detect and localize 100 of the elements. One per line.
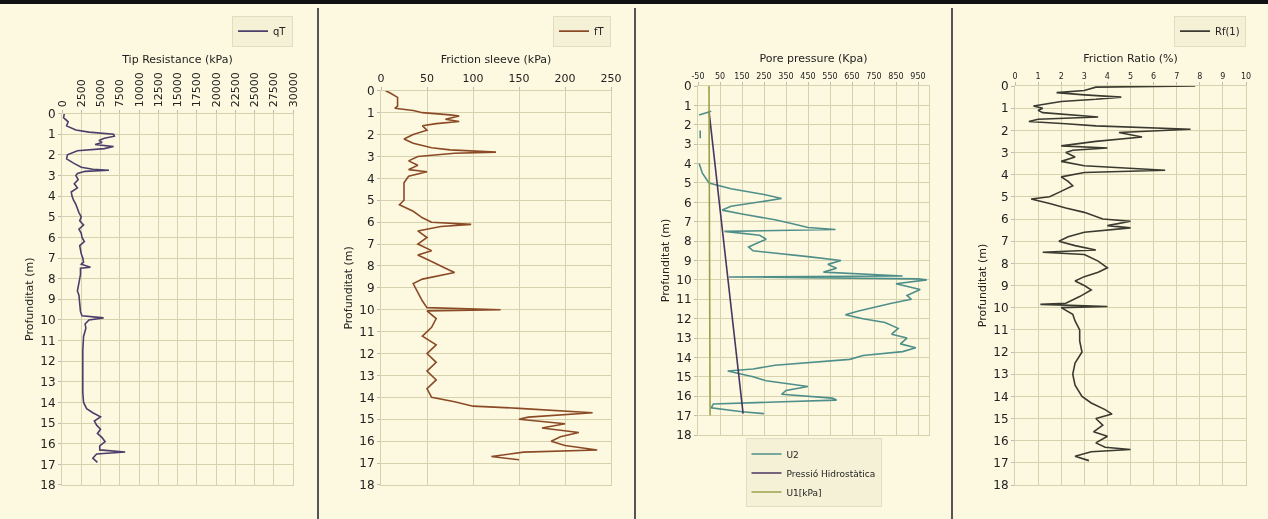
y-tick-label: 17 [993, 456, 1009, 471]
y-tick-label: 17 [40, 457, 56, 472]
y-tick-label: 9 [47, 292, 56, 307]
x-tick-label: 2 [1058, 71, 1064, 81]
y-tick-label: 6 [683, 195, 692, 210]
legend-label: U1[kPa] [786, 487, 822, 498]
x-tick-label: 150 [508, 72, 530, 86]
x-tick-label: 27500 [267, 72, 281, 108]
y-tick-label: 16 [993, 433, 1009, 448]
y-tick-label: 4 [47, 189, 56, 204]
x-tick-label: 7500 [113, 79, 127, 108]
y-tick-label: 6 [366, 215, 375, 230]
line-series [384, 90, 598, 461]
x-tick-label: 2500 [74, 79, 88, 108]
y-tick-label: 8 [47, 271, 56, 286]
y-tick-label: 13 [676, 331, 692, 346]
y-axis-title: Profunditat (m) [658, 218, 672, 303]
y-tick-label: 7 [683, 214, 692, 229]
x-tick-label: 450 [800, 71, 816, 81]
x-tick-label: 6 [1151, 71, 1157, 81]
y-axis-title: Profunditat (m) [975, 243, 989, 328]
x-tick-label: 12500 [151, 72, 165, 108]
x-tick-label: 5000 [94, 79, 108, 108]
y-tick-label: 12 [359, 346, 375, 361]
y-tick-label: 5 [366, 193, 375, 208]
x-tick-label: 950 [910, 71, 926, 81]
y-tick-label: 15 [359, 412, 375, 427]
x-tick-label: 50 [714, 71, 726, 81]
x-tick-label: 50 [420, 72, 434, 86]
x-tick-label: 200 [554, 72, 576, 86]
y-tick-label: 18 [676, 428, 692, 443]
y-tick-label: 3 [47, 168, 56, 183]
x-axis-title: Tip Resistance (kPa) [121, 53, 233, 67]
legend-label: fT [594, 26, 605, 38]
y-tick-label: 7 [1000, 234, 1009, 249]
x-axis-title: Pore pressure (Kpa) [759, 52, 868, 66]
x-tick-label: 4 [1104, 71, 1110, 81]
y-tick-label: 6 [1000, 212, 1009, 227]
y-tick-label: 9 [683, 253, 692, 268]
x-tick-label: 750 [866, 71, 882, 81]
y-tick-label: 11 [676, 292, 692, 307]
y-tick-label: 5 [47, 209, 56, 224]
x-tick-label: 350 [778, 71, 794, 81]
x-tick-label: 250 [600, 72, 622, 86]
y-tick-label: 12 [676, 311, 692, 326]
legend-label: U2 [786, 449, 799, 460]
x-axis-title: Friction Ratio (%) [1083, 52, 1178, 66]
y-tick-label: 18 [993, 478, 1009, 493]
y-tick-label: 12 [40, 354, 56, 369]
x-tick-label: 10000 [132, 72, 146, 108]
y-tick-label: 11 [993, 323, 1009, 338]
line-series [1028, 86, 1196, 462]
y-tick-label: 10 [40, 313, 56, 328]
y-tick-label: 3 [683, 137, 692, 152]
y-axis-title: Profunditat (m) [341, 246, 355, 330]
y-tick-label: 10 [993, 300, 1009, 315]
y-tick-label: 15 [676, 370, 692, 385]
x-tick-label: 8 [1197, 71, 1203, 81]
y-tick-label: 13 [359, 368, 375, 383]
x-tick-label: 1 [1035, 71, 1041, 81]
y-tick-label: 17 [676, 408, 692, 423]
y-tick-label: 1 [366, 105, 375, 120]
y-tick-label: 3 [1000, 145, 1009, 160]
y-tick-label: 13 [993, 367, 1009, 382]
y-tick-label: 16 [676, 389, 692, 404]
x-tick-label: 20000 [209, 72, 223, 108]
x-tick-label: 5 [1127, 71, 1134, 81]
x-axis-title: Friction sleeve (kPa) [440, 53, 552, 67]
y-tick-label: 5 [1000, 190, 1009, 205]
x-tick-label: 9 [1220, 71, 1226, 81]
y-tick-label: 2 [366, 127, 375, 142]
y-tick-label: 14 [676, 350, 692, 365]
y-tick-label: 15 [40, 416, 56, 431]
x-tick-label: 7 [1174, 71, 1180, 81]
x-tick-label: 850 [888, 71, 904, 81]
x-tick-label: 0 [377, 72, 385, 86]
x-tick-label: 3 [1081, 71, 1087, 81]
y-tick-label: 17 [359, 456, 375, 471]
y-tick-label: 3 [366, 149, 375, 164]
x-tick-label: 0 [1012, 71, 1018, 81]
x-tick-label: 17500 [190, 72, 204, 108]
y-tick-label: 7 [366, 237, 375, 252]
y-tick-label: 14 [993, 389, 1009, 404]
y-tick-label: 7 [47, 251, 56, 266]
y-tick-label: 9 [1000, 278, 1009, 293]
y-tick-label: 8 [1000, 256, 1009, 271]
y-axis-title: Profunditat (m) [22, 257, 36, 342]
x-tick-label: 250 [756, 71, 772, 81]
y-tick-label: 10 [676, 273, 692, 288]
y-tick-label: 8 [683, 234, 692, 249]
x-tick-label: 150 [734, 71, 750, 81]
y-tick-label: 18 [359, 478, 375, 493]
y-tick-label: 14 [359, 390, 375, 405]
x-tick-label: 100 [462, 72, 484, 86]
x-tick-label: 550 [822, 71, 838, 81]
legend-label: qT [273, 26, 287, 38]
y-tick-label: 15 [993, 411, 1009, 426]
x-tick-label: 10 [1240, 71, 1252, 81]
y-tick-label: 14 [40, 395, 56, 410]
x-tick-label: 0 [55, 100, 69, 108]
